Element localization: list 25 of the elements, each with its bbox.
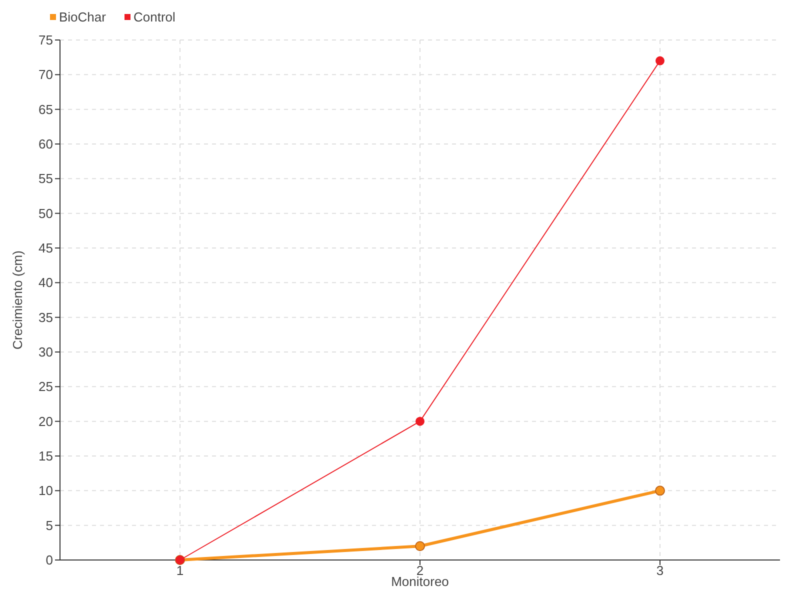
y-tick-label: 65 xyxy=(38,102,53,117)
y-tick-label: 60 xyxy=(38,136,53,152)
y-tick-label: 10 xyxy=(38,483,53,498)
point xyxy=(655,486,665,496)
y-tick-label: 0 xyxy=(46,552,53,568)
point xyxy=(415,541,425,552)
y-tick-label: 15 xyxy=(38,448,53,464)
y-tick-label: 35 xyxy=(38,310,53,325)
y-tick-label: 40 xyxy=(38,275,53,290)
legend-label: Control xyxy=(134,9,176,24)
y-tick-label: 55 xyxy=(38,171,53,186)
y-axis-title: Crecimiento (cm) xyxy=(10,250,25,350)
y-tick-label: 70 xyxy=(38,67,53,82)
x-tick-label: 1 xyxy=(176,563,184,578)
point xyxy=(416,416,424,426)
point xyxy=(656,56,664,66)
y-tick-label: 30 xyxy=(38,344,53,360)
y-tick-label: 75 xyxy=(38,32,53,48)
y-tick-label: 45 xyxy=(38,240,53,256)
y-tick-label: 50 xyxy=(38,206,53,221)
y-tick-label: 20 xyxy=(38,414,53,429)
x-tick-label: 3 xyxy=(656,563,664,578)
y-tick-label: 25 xyxy=(38,379,53,394)
y-tick-label: 5 xyxy=(46,518,53,533)
legend-label: BioChar xyxy=(59,9,107,24)
